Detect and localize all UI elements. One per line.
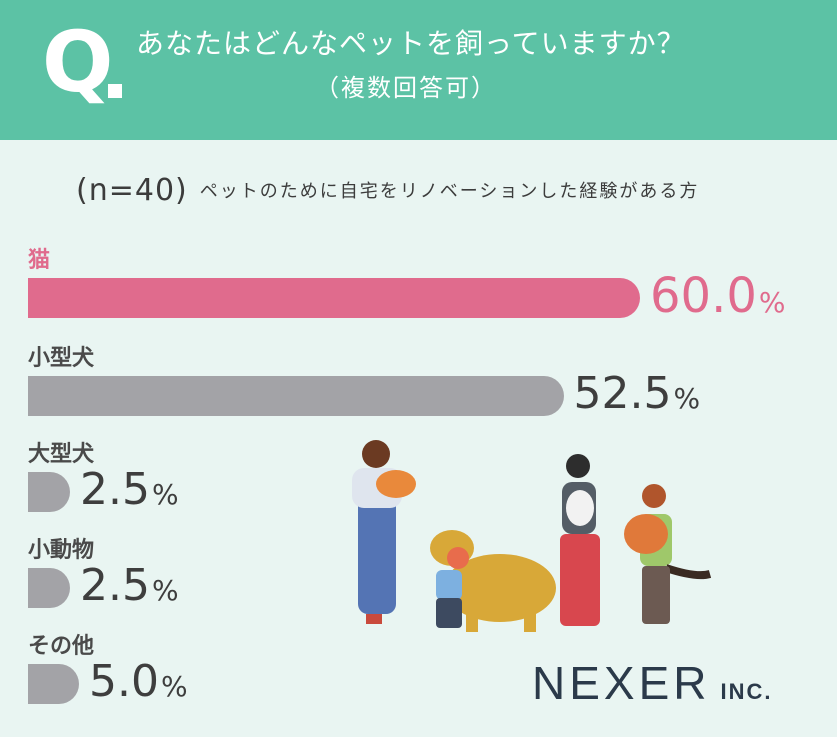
- value-number: 2.5: [80, 464, 150, 515]
- category-label: その他: [28, 634, 95, 659]
- value-label: 2.5%: [80, 556, 179, 625]
- sample-size: (n=40): [76, 172, 188, 208]
- question-subtitle: （複数回答可）: [315, 74, 497, 102]
- category-label: 小型犬: [28, 346, 95, 371]
- value-unit: %: [151, 574, 179, 607]
- value-unit: %: [151, 478, 179, 511]
- bar: [28, 664, 79, 704]
- bar: [28, 278, 640, 318]
- bar: [28, 568, 70, 608]
- value-label: 5.0%: [89, 652, 188, 721]
- category-label: 小動物: [28, 538, 95, 563]
- category-label: 大型犬: [28, 442, 95, 467]
- sample-info: (n=40) ペットのために自宅をリノベーションした経験がある方: [76, 170, 699, 210]
- value-number: 5.0: [89, 656, 159, 707]
- sample-description: ペットのために自宅をリノベーションした経験がある方: [199, 181, 700, 202]
- q-dot: [108, 84, 122, 98]
- value-unit: %: [758, 286, 786, 319]
- value-unit: %: [160, 670, 188, 703]
- value-label: 60.0%: [650, 266, 785, 337]
- logo-suffix: INC.: [720, 679, 773, 704]
- header-banner: Q あなたはどんなペットを飼っていますか？ （複数回答可）: [0, 0, 837, 140]
- question-title: あなたはどんなペットを飼っていますか？: [136, 27, 686, 60]
- value-unit: %: [673, 382, 701, 415]
- nexer-logo: NEXER INC.: [532, 656, 772, 716]
- pet-owners-illustration: [352, 440, 712, 632]
- q-mark: Q: [42, 13, 114, 111]
- logo-name: NEXER: [532, 657, 711, 709]
- value-number: 2.5: [80, 560, 150, 611]
- value-number: 60.0: [650, 268, 757, 324]
- value-label: 52.5%: [574, 364, 701, 433]
- category-label: 猫: [28, 248, 51, 273]
- value-number: 52.5: [573, 368, 672, 419]
- bar: [28, 472, 70, 512]
- value-label: 2.5%: [80, 460, 179, 529]
- bar: [28, 376, 564, 416]
